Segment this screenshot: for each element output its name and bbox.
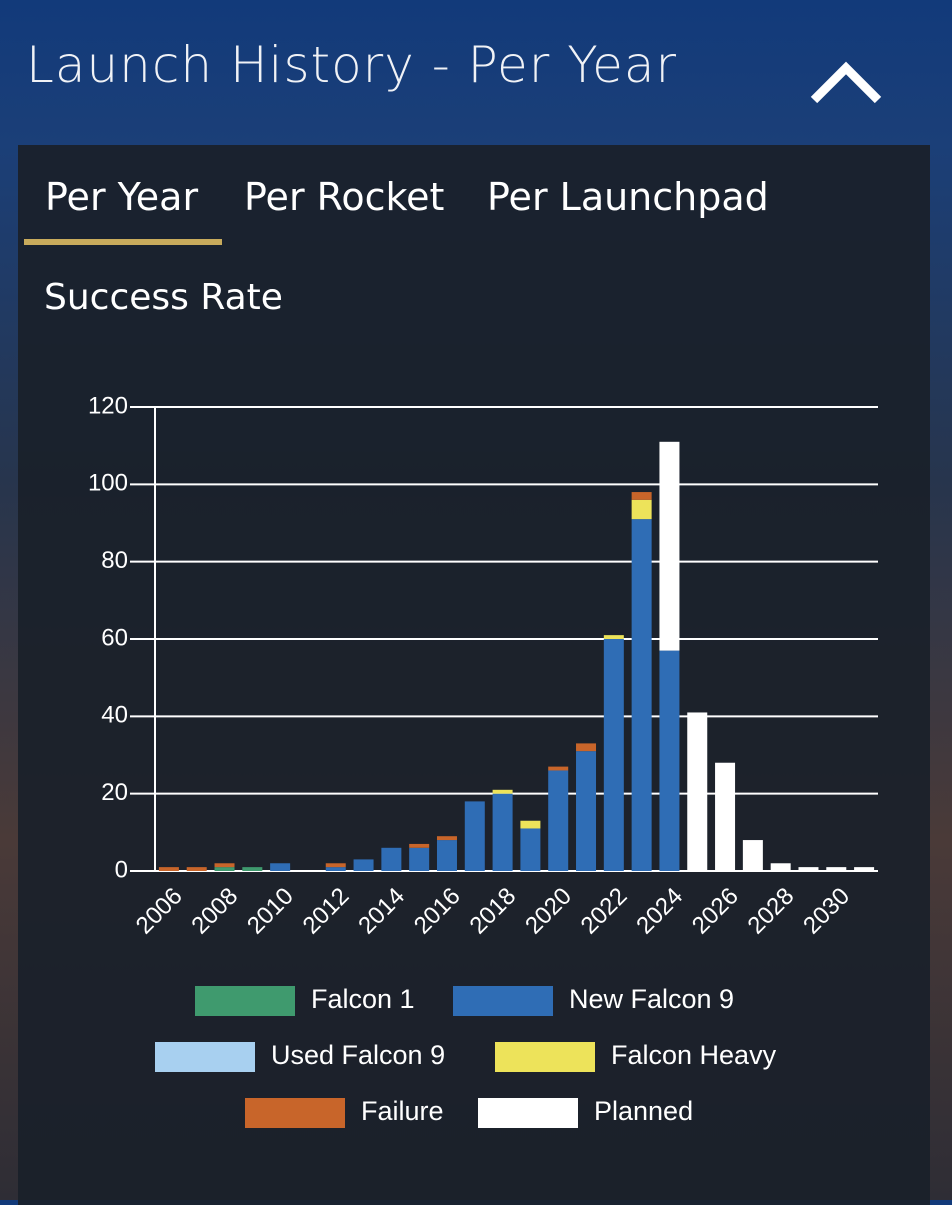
legend-swatch xyxy=(195,986,295,1016)
bar-segment xyxy=(715,762,736,871)
section-title: Success Rate xyxy=(44,277,283,318)
x-tick-label: 2026 xyxy=(687,883,744,940)
bar-segment xyxy=(492,793,513,871)
bar-segment xyxy=(520,820,541,829)
x-tick-label: 2022 xyxy=(576,883,633,940)
y-tick-label: 60 xyxy=(101,624,128,651)
x-tick-label: 2006 xyxy=(131,883,188,940)
bar-segment xyxy=(548,766,569,771)
bar-segment xyxy=(742,840,763,871)
bar-segment xyxy=(854,867,875,871)
bar-segment xyxy=(659,650,680,871)
bar-segment xyxy=(214,863,235,868)
bar-segment xyxy=(631,492,652,500)
bar-segment xyxy=(325,863,346,868)
page-title: Launch History - Per Year xyxy=(26,36,678,94)
tab[interactable]: Per Launchpad xyxy=(487,175,769,219)
x-tick-label: 2014 xyxy=(353,883,410,940)
bar-segment xyxy=(325,867,346,871)
bar-segment xyxy=(492,789,513,794)
bar-segment xyxy=(770,863,791,871)
bar-segment xyxy=(631,519,652,871)
y-tick-label: 120 xyxy=(88,392,128,419)
legend-label: New Falcon 9 xyxy=(569,984,734,1014)
x-tick-label: 2018 xyxy=(464,883,521,940)
legend-label: Failure xyxy=(361,1096,444,1126)
bar-segment xyxy=(186,867,207,871)
bar-segment xyxy=(214,867,235,871)
x-tick-label: 2030 xyxy=(798,883,855,940)
bar-segment xyxy=(242,867,263,871)
bar-segment xyxy=(409,847,430,871)
bar-segment xyxy=(158,867,179,871)
y-tick-label: 20 xyxy=(101,779,128,806)
x-tick-label: 2016 xyxy=(409,883,466,940)
tab[interactable]: Per Rocket xyxy=(244,175,445,219)
bar-segment xyxy=(353,859,374,871)
panel: Per Year Per Rocket Per Launchpad Succes… xyxy=(18,145,930,1205)
x-tick-label: 2010 xyxy=(242,883,299,940)
x-tick-label: 2028 xyxy=(743,883,800,940)
y-tick-label: 80 xyxy=(101,547,128,574)
legend-swatch xyxy=(478,1098,578,1128)
legend-label: Falcon Heavy xyxy=(611,1040,777,1070)
legend-label: Used Falcon 9 xyxy=(271,1040,445,1070)
tab[interactable]: Per Year xyxy=(45,175,199,219)
x-tick-label: 2020 xyxy=(520,883,577,940)
bar-segment xyxy=(436,836,457,841)
bar-segment xyxy=(659,441,680,651)
tab-underline xyxy=(24,239,222,245)
bar-segment xyxy=(270,863,291,871)
bar-segment xyxy=(409,843,430,848)
y-tick-label: 100 xyxy=(88,470,128,497)
bar-segment xyxy=(631,499,652,520)
legend-swatch xyxy=(453,986,553,1016)
bar-segment xyxy=(548,770,569,871)
bar-segment xyxy=(603,639,624,871)
bar-segment xyxy=(381,847,402,871)
x-tick-label: 2008 xyxy=(186,883,243,940)
bar-segment xyxy=(603,635,624,639)
bar-segment xyxy=(798,867,819,871)
bar-segment xyxy=(464,801,485,871)
legend-label: Falcon 1 xyxy=(311,984,415,1014)
y-tick-label: 0 xyxy=(115,856,128,883)
legend-label: Planned xyxy=(594,1096,693,1126)
bar-segment xyxy=(436,840,457,871)
y-tick-label: 40 xyxy=(101,702,128,729)
bar-segment xyxy=(826,867,847,871)
legend-swatch xyxy=(155,1042,255,1072)
legend-swatch xyxy=(495,1042,595,1072)
legend-swatch xyxy=(245,1098,345,1128)
bar-segment xyxy=(576,743,597,752)
bar-segment xyxy=(520,828,541,871)
x-tick-label: 2024 xyxy=(631,883,688,940)
bar-segment xyxy=(687,712,708,871)
bar-segment xyxy=(576,751,597,871)
x-tick-label: 2012 xyxy=(298,883,355,940)
